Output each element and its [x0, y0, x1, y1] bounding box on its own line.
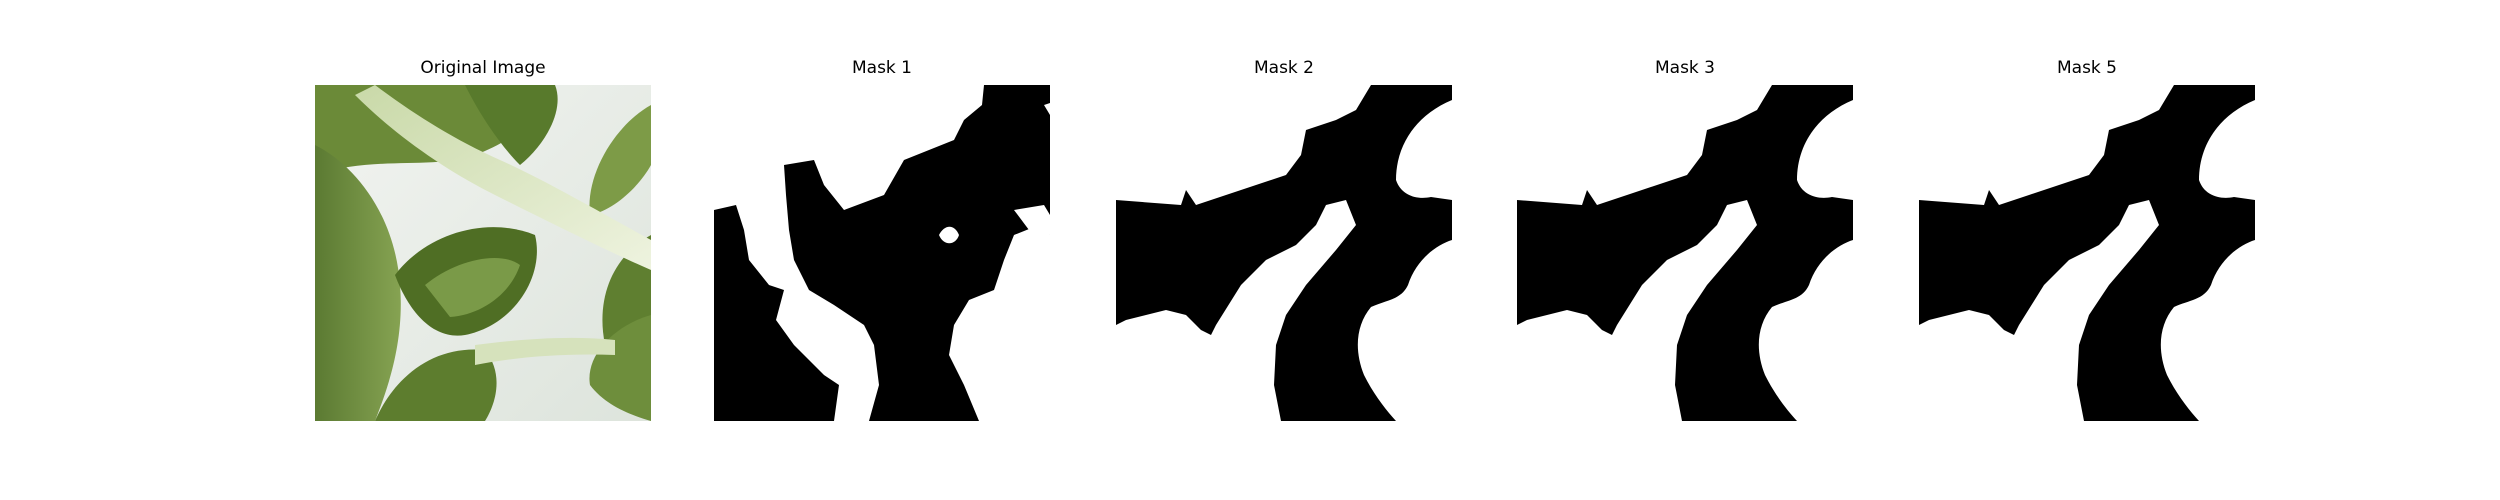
original-image-title: Original Image [420, 58, 546, 78]
mask-2-title: Mask 2 [1253, 58, 1314, 78]
mask-1-image [714, 85, 1050, 421]
original-image-panel: Original Image [315, 0, 651, 500]
mask-1-title: Mask 1 [851, 58, 912, 78]
mask-5-panel: Mask 5 [1919, 0, 2255, 500]
mask-2-panel: Mask 2 [1116, 0, 1452, 500]
mask-5-title: Mask 5 [2056, 58, 2117, 78]
mask-5-image [1919, 85, 2255, 421]
original-image [315, 85, 651, 421]
mask-3-panel: Mask 3 [1517, 0, 1853, 500]
mask-3-image [1517, 85, 1853, 421]
mask-1-panel: Mask 1 [714, 0, 1050, 500]
mask-2-image [1116, 85, 1452, 421]
mask-3-title: Mask 3 [1654, 58, 1715, 78]
